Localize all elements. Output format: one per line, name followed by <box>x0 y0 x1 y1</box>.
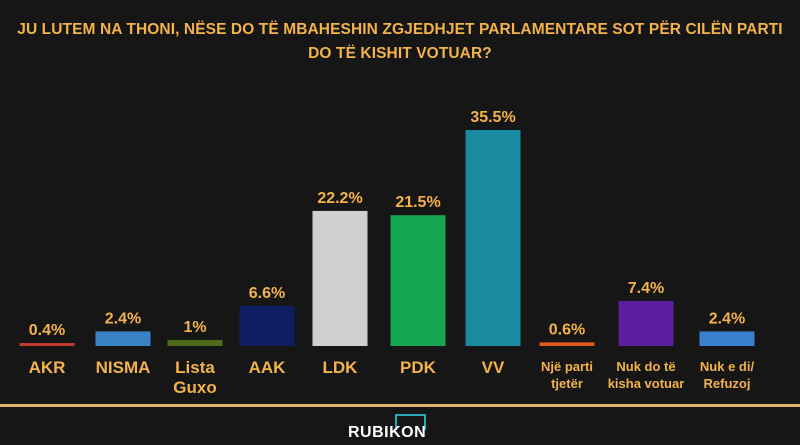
category-label-0: AKR <box>29 358 66 377</box>
bar-5 <box>390 215 446 346</box>
value-label-2: 1% <box>183 319 206 336</box>
category-label-4: LDK <box>323 358 359 377</box>
chart-title-line-1: JU LUTEM NA THONI, NËSE DO TË MBAHESHIN … <box>17 21 783 38</box>
bar-8 <box>618 300 674 346</box>
bar-9 <box>699 331 755 346</box>
value-label-5: 21.5% <box>395 194 440 211</box>
value-label-3: 6.6% <box>249 285 285 302</box>
value-label-6: 35.5% <box>470 109 515 126</box>
logo-text: RUBIKON <box>348 424 427 441</box>
bar-1 <box>95 331 151 346</box>
bar-3 <box>239 305 295 346</box>
category-label-5: PDK <box>400 358 437 377</box>
value-label-1: 2.4% <box>105 310 141 327</box>
footer-divider <box>0 404 800 407</box>
category-label-9: Nuk e di/Refuzoj <box>700 359 755 391</box>
value-label-8: 7.4% <box>628 280 664 297</box>
bar-chart: 0.4% AKR 2.4% NISMA 1% Lista Guxo 6.6% AAK 22.2% L… <box>19 109 755 397</box>
chart-title-line-2: DO TË KISHIT VOTUAR? <box>308 45 492 62</box>
category-label-7: Një parti tjetër <box>541 359 593 391</box>
logo-frame-icon <box>395 414 426 430</box>
category-label-2: Lista Guxo <box>173 358 216 397</box>
bar-4 <box>312 210 368 346</box>
category-label-6: VV <box>482 358 505 377</box>
category-label-1: NISMA <box>96 358 151 377</box>
category-label-8: Nuk do të kisha votuar <box>608 359 685 391</box>
value-label-0: 0.4% <box>29 322 65 339</box>
bar-6 <box>465 130 521 346</box>
value-label-7: 0.6% <box>549 321 585 338</box>
bar-2 <box>167 339 223 346</box>
bar-7 <box>539 342 595 346</box>
category-label-3: AAK <box>249 358 287 377</box>
rubikon-logo: RUBIKON <box>348 412 428 442</box>
value-label-9: 2.4% <box>709 310 745 327</box>
value-label-4: 22.2% <box>317 190 362 207</box>
bar-0 <box>19 343 75 346</box>
chart-title: JU LUTEM NA THONI, NËSE DO TË MBAHESHIN … <box>0 18 800 66</box>
